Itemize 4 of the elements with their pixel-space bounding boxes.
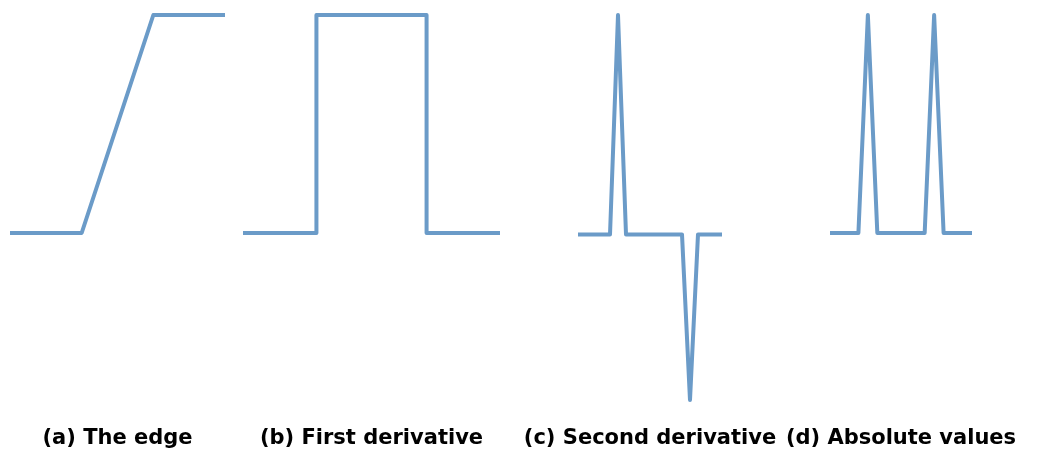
text: (b) First derivative (259, 425, 484, 449)
text: (d) Absolute values (785, 425, 1017, 449)
text: (c) Second derivative (523, 425, 777, 449)
text: (a) The edge (42, 425, 193, 449)
